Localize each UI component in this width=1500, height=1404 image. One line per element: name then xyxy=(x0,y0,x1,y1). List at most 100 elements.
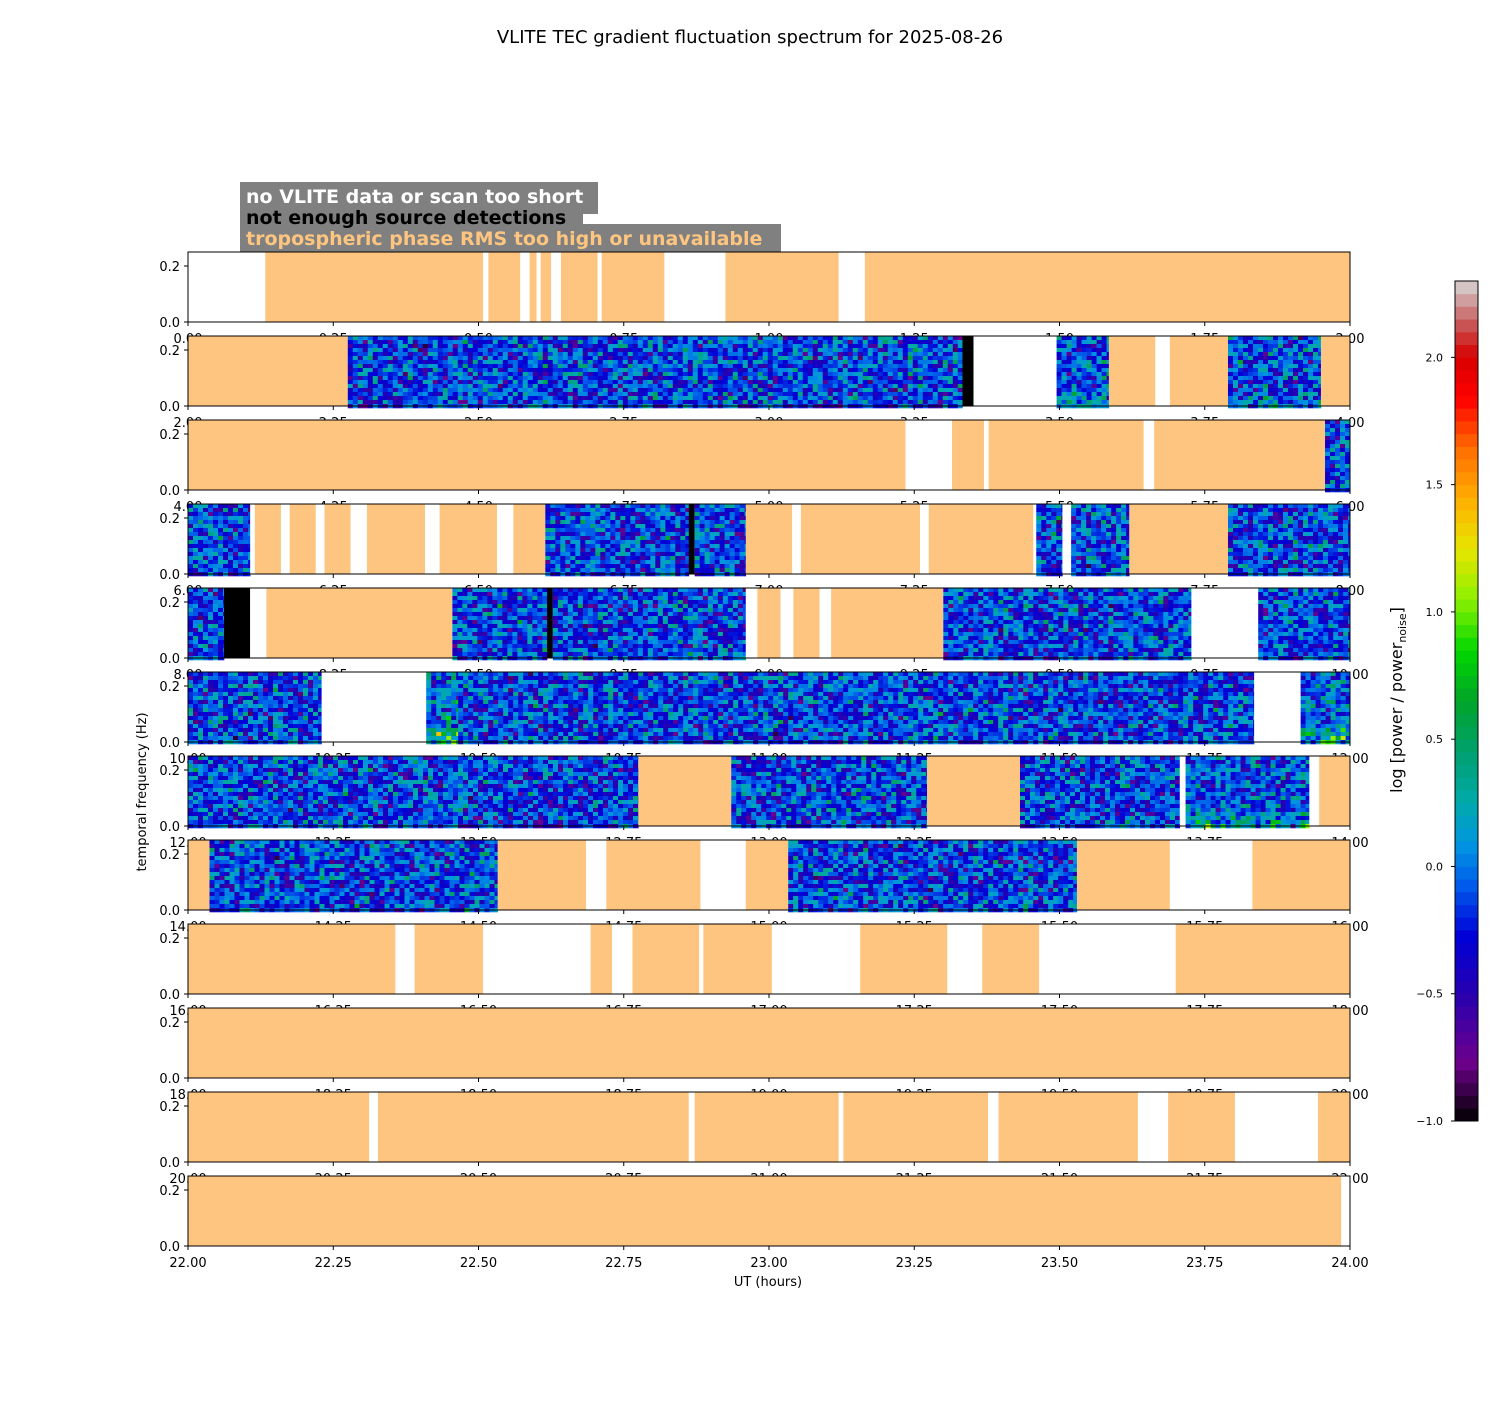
spectrum-cell xyxy=(1303,364,1308,368)
spectrum-cell xyxy=(522,600,527,604)
spectrum-cell xyxy=(1111,520,1116,524)
spectrum-cell xyxy=(1233,536,1238,540)
legend: no VLITE data or scan too short not enou… xyxy=(240,182,781,254)
spectrum-cell xyxy=(1067,340,1072,344)
spectrum-cell xyxy=(598,356,603,360)
spectrum-cell xyxy=(483,348,488,352)
spectrum-cell xyxy=(543,384,548,388)
spectrum-cell xyxy=(938,364,943,368)
spectrum-cell xyxy=(605,544,610,548)
spectrum-cell xyxy=(828,380,833,384)
spectrum-cell xyxy=(1273,356,1278,360)
spectrum-cell xyxy=(958,356,963,360)
spectrum-cell xyxy=(703,336,708,340)
spectrum-cell xyxy=(1328,540,1333,544)
spectrum-cell xyxy=(613,348,618,352)
spectrum-cell xyxy=(1238,504,1243,508)
spectrum-cell xyxy=(538,384,543,388)
spectrum-cell xyxy=(738,348,743,352)
spectrum-cell xyxy=(543,368,548,372)
spectrum-cell xyxy=(473,344,478,348)
spectrum-cell xyxy=(363,396,368,400)
spectrum-cell xyxy=(758,364,763,368)
spectrum-cell xyxy=(798,360,803,364)
spectrum-cell xyxy=(645,540,650,544)
spectrum-cell xyxy=(740,548,745,552)
spectrum-cell xyxy=(883,372,888,376)
spectrum-cell xyxy=(1313,380,1318,384)
spectrum-cell xyxy=(1293,352,1298,356)
spectrum-cell xyxy=(1313,528,1318,532)
spectrum-cell xyxy=(1268,356,1273,360)
spectrum-cell xyxy=(393,352,398,356)
spectrum-cell xyxy=(213,604,218,608)
spectrum-cell xyxy=(1107,348,1110,352)
spectrum-cell xyxy=(218,604,223,608)
spectrum-cell xyxy=(1288,556,1293,560)
spectrum-cell xyxy=(1121,540,1126,544)
spectrum-cell xyxy=(1328,528,1333,532)
spectrum-cell xyxy=(483,340,488,344)
spectrum-cell xyxy=(1283,352,1288,356)
spectrum-cell xyxy=(653,380,658,384)
spectrum-cell xyxy=(668,376,673,380)
spectrum-cell xyxy=(735,516,740,520)
spectrum-cell xyxy=(743,400,748,404)
spectrum-cell xyxy=(633,396,638,400)
spectrum-cell xyxy=(700,536,705,540)
spectrum-cell xyxy=(1121,548,1126,552)
spectrum-cell xyxy=(618,380,623,384)
spectrum-cell xyxy=(610,516,615,520)
spectrum-cell xyxy=(1323,524,1328,528)
spectrum-cell xyxy=(368,372,373,376)
spectrum-cell xyxy=(443,396,448,400)
spectrum-cell xyxy=(373,392,378,396)
spectrum-cell xyxy=(548,396,553,400)
spectrum-cell xyxy=(1228,348,1233,352)
spectrum-cell xyxy=(1293,564,1298,568)
spectrum-cell xyxy=(675,512,680,516)
spectrum-cell xyxy=(1253,376,1258,380)
spectrum-cell xyxy=(550,552,555,556)
spectrum-cell xyxy=(383,380,388,384)
spectrum-cell xyxy=(653,336,658,340)
spectrum-cell xyxy=(773,376,778,380)
spectrum-cell xyxy=(658,364,663,368)
spectrum-cell xyxy=(443,384,448,388)
spectrum-cell xyxy=(695,568,700,572)
spectrum-cell xyxy=(1102,348,1107,352)
spectrum-cell xyxy=(705,568,710,572)
spectrum-cell xyxy=(503,396,508,400)
spectrum-cell xyxy=(783,360,788,364)
spectrum-cell xyxy=(208,508,213,512)
spectrum-cell xyxy=(208,604,213,608)
spectrum-cell xyxy=(203,508,208,512)
spectrum-cell xyxy=(688,380,693,384)
spectrum-cell xyxy=(903,396,908,400)
spectrum-cell xyxy=(643,380,648,384)
spectrum-cell xyxy=(580,508,585,512)
spectrum-cell xyxy=(1041,524,1046,528)
spectrum-cell xyxy=(398,376,403,380)
spectrum-cell xyxy=(1072,396,1077,400)
spectrum-cell xyxy=(633,364,638,368)
spectrum-cell xyxy=(898,396,903,400)
spectrum-cell xyxy=(735,524,740,528)
spectrum-cell xyxy=(958,376,963,380)
spectrum-cell xyxy=(1051,560,1056,564)
spectrum-cell xyxy=(630,568,635,572)
spectrum-cell xyxy=(1273,388,1278,392)
spectrum-cell xyxy=(1107,336,1110,340)
spectrum-cell xyxy=(1325,448,1330,452)
spectrum-cell xyxy=(708,376,713,380)
spectrum-cell xyxy=(588,344,593,348)
spectrum-cell xyxy=(1238,376,1243,380)
spectrum-cell xyxy=(448,372,453,376)
spectrum-cell xyxy=(428,336,433,340)
spectrum-cell xyxy=(660,544,665,548)
spectrum-cell xyxy=(487,592,492,596)
spectrum-cell xyxy=(1228,552,1233,556)
spectrum-cell xyxy=(1101,512,1106,516)
spectrum-cell xyxy=(843,380,848,384)
spectrum-cell xyxy=(1248,368,1253,372)
